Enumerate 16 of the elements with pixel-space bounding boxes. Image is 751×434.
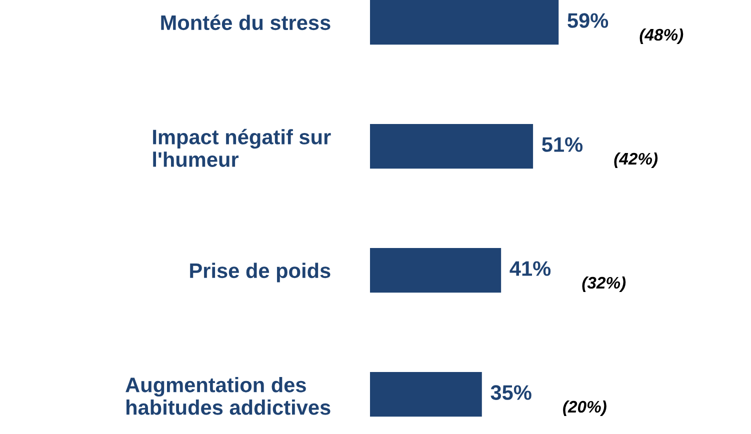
data-label: 51%: [542, 137, 583, 152]
data-label: 41%: [510, 261, 551, 276]
text: (42%): [614, 152, 658, 168]
data-label: 35%: [490, 385, 532, 400]
bar: [370, 0, 559, 45]
bar: [370, 248, 502, 293]
text: (20%): [563, 400, 606, 416]
text: (48%): [640, 28, 684, 44]
y-tick-label: Prise de poids: [190, 262, 330, 282]
y-tick-label: Impact négatif sur l'humeur: [153, 128, 331, 167]
y-tick-label: Montée du stress: [161, 14, 330, 30]
bar: [370, 372, 482, 417]
text: (32%): [582, 276, 626, 292]
bar: [370, 124, 534, 169]
y-tick-label: Augmentation des habitudes addictives: [126, 377, 330, 415]
data-label: 59%: [568, 13, 608, 28]
